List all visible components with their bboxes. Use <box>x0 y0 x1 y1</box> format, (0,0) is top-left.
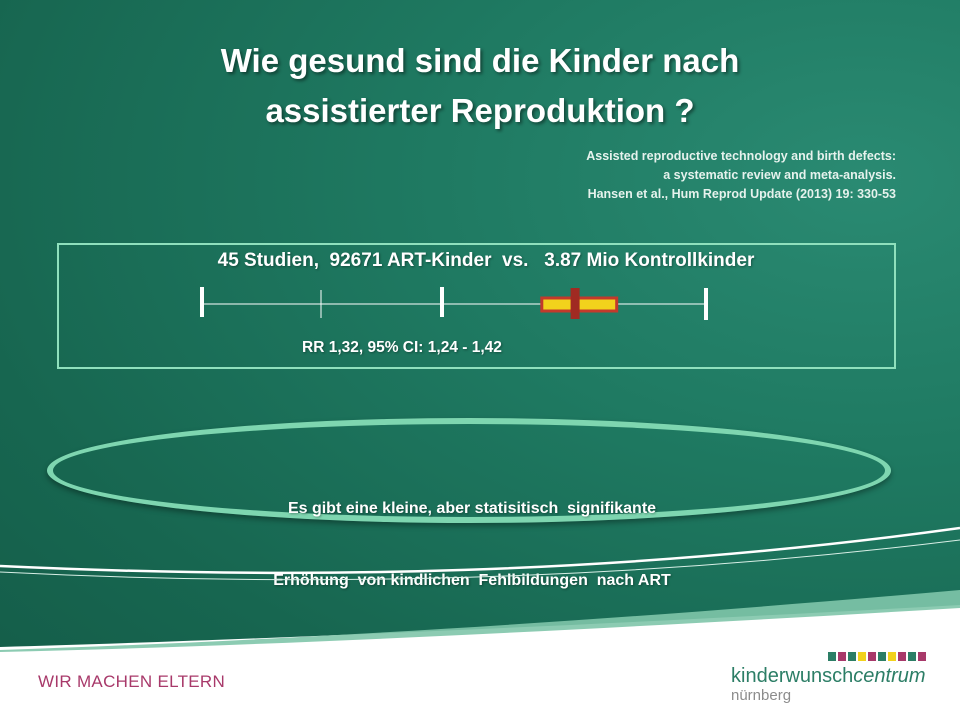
footer-white-area <box>0 605 960 720</box>
conclusion-line-2: Erhöhung von kindlichen Fehlbildungen na… <box>273 572 671 589</box>
logo-word-italic: centrum <box>853 665 926 687</box>
citation: Assisted reproductive technology and bir… <box>586 147 896 204</box>
logo-color-bars <box>828 652 928 670</box>
logo-word-regular: kinderwunsch <box>731 665 854 687</box>
logo-color-bar <box>838 652 846 661</box>
logo-color-bar <box>848 652 856 661</box>
study-box <box>57 243 896 369</box>
point-estimate-marker <box>570 288 580 319</box>
study-summary: 45 Studien, 92671 ART-Kinder vs. 3.87 Mi… <box>217 250 755 271</box>
logo-color-bar <box>898 652 906 661</box>
logo-color-bar <box>858 652 866 661</box>
footer-white-curve <box>0 526 960 575</box>
logo-color-bar <box>918 652 926 661</box>
logo-color-bar <box>908 652 916 661</box>
title-line-2: assistierter Reproduktion ? <box>265 92 695 129</box>
conclusion-text: Es gibt eine kleine, aber statisitisch s… <box>0 449 944 641</box>
conclusion-line-1: Es gibt eine kleine, aber statisitisch s… <box>287 500 657 517</box>
logo-color-bar <box>878 652 886 661</box>
logo-color-bar <box>868 652 876 661</box>
footer-white-curve <box>0 539 960 581</box>
citation-line-2: a systematic review and meta-analysis. <box>663 168 896 182</box>
logo-color-bar <box>888 652 896 661</box>
result-label: RR 1,32, 95% CI: 1,24 - 1,42 <box>302 339 502 356</box>
conclusion-ellipse <box>47 418 891 523</box>
citation-line-3: Hansen et al., Hum Reprod Update (2013) … <box>587 187 896 201</box>
logo-color-bar <box>828 652 836 661</box>
title-line-1: Wie gesund sind die Kinder nach <box>220 42 740 79</box>
logo-wordmark: kinderwunschcentrum <box>731 665 926 688</box>
citation-line-1: Assisted reproductive technology and bir… <box>586 149 896 163</box>
slide-title: Wie gesund sind die Kinder nach assistie… <box>0 36 960 136</box>
slogan: WIR MACHEN ELTERN <box>38 672 226 691</box>
logo-location: nürnberg <box>731 687 792 704</box>
